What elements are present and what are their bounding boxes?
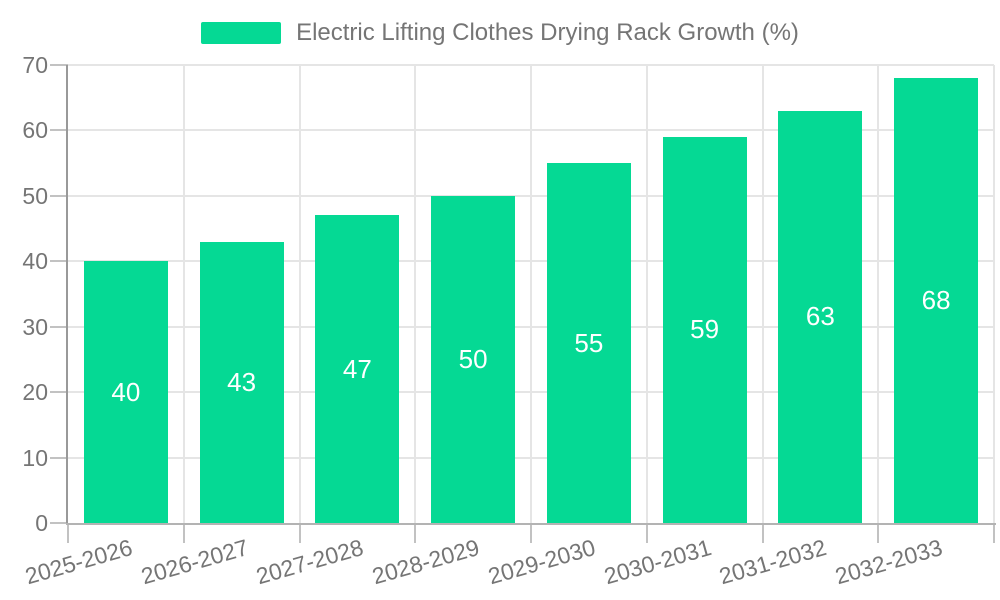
- x-axis-tick-label: 2028-2029: [369, 534, 483, 590]
- bar[interactable]: 47: [315, 215, 400, 523]
- y-tick: [50, 456, 68, 459]
- x-tick: [530, 525, 532, 543]
- x-axis-tick-label: 2030-2031: [600, 534, 714, 590]
- x-axis-line: [66, 523, 996, 525]
- y-axis-line: [66, 65, 68, 525]
- v-gridline: [761, 65, 764, 523]
- y-tick: [50, 325, 68, 328]
- x-tick: [877, 525, 880, 543]
- y-axis-tick-label: 60: [22, 117, 48, 144]
- bar[interactable]: 63: [778, 110, 863, 523]
- y-axis-tick-label: 50: [22, 182, 48, 209]
- x-axis-tick-label: 2029-2030: [485, 534, 599, 590]
- x-axis-tick-label: 2026-2027: [137, 534, 251, 590]
- bar[interactable]: 68: [894, 78, 979, 523]
- y-tick: [50, 129, 68, 132]
- y-tick: [50, 260, 68, 263]
- bar-value-label: 68: [921, 285, 951, 316]
- legend-swatch: [201, 22, 282, 44]
- x-axis-tick-label: 2031-2032: [716, 534, 830, 590]
- bar-value-label: 40: [111, 376, 141, 407]
- y-tick: [50, 522, 68, 524]
- bar-value-label: 55: [574, 327, 604, 358]
- x-tick: [414, 525, 417, 543]
- v-gridline: [298, 65, 301, 523]
- bar[interactable]: 40: [83, 261, 168, 523]
- v-gridline: [877, 65, 880, 523]
- x-axis-tick-label: 2027-2028: [253, 534, 367, 590]
- x-axis-tick-label: 2025-2026: [22, 534, 136, 590]
- v-gridline: [414, 65, 417, 523]
- legend-label: Electric Lifting Clothes Drying Rack Gro…: [296, 19, 799, 46]
- bar-value-label: 50: [458, 343, 488, 374]
- bar-value-label: 47: [342, 353, 372, 384]
- x-tick: [67, 525, 69, 543]
- x-tick: [182, 525, 185, 543]
- y-tick: [50, 391, 68, 394]
- x-axis-tick-label: 2032-2033: [832, 534, 946, 590]
- y-axis-tick-label: 10: [22, 444, 48, 471]
- x-tick: [298, 525, 301, 543]
- x-tick: [645, 525, 648, 543]
- y-axis-tick-label: 30: [22, 313, 48, 340]
- v-gridline: [645, 65, 648, 523]
- v-gridline: [530, 65, 532, 523]
- v-gridline: [993, 65, 995, 523]
- v-gridline: [182, 65, 185, 523]
- bar-value-label: 43: [227, 366, 257, 397]
- y-tick: [50, 194, 68, 197]
- x-tick: [993, 525, 995, 543]
- bar-value-label: 59: [690, 314, 720, 345]
- y-tick: [50, 64, 68, 66]
- bar[interactable]: 59: [662, 136, 747, 523]
- y-axis-tick-label: 70: [22, 52, 48, 78]
- bar-value-label: 63: [805, 301, 835, 332]
- y-axis-tick-label: 20: [22, 379, 48, 406]
- legend[interactable]: Electric Lifting Clothes Drying Rack Gro…: [0, 19, 1000, 47]
- bar[interactable]: 43: [199, 241, 284, 523]
- y-axis-tick-label: 0: [35, 510, 48, 536]
- y-axis-tick-label: 40: [22, 248, 48, 275]
- bar[interactable]: 55: [546, 163, 631, 523]
- bar[interactable]: 50: [431, 195, 516, 523]
- x-tick: [761, 525, 764, 543]
